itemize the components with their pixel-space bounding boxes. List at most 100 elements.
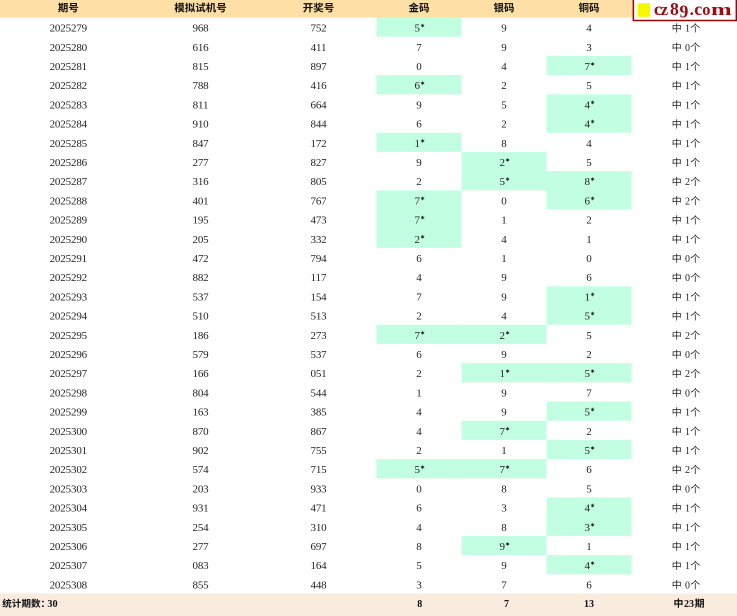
svg-text:4: 4 xyxy=(416,522,422,534)
svg-text:9: 9 xyxy=(501,387,507,399)
svg-text:8: 8 xyxy=(584,176,590,188)
svg-text:902: 902 xyxy=(192,445,208,457)
svg-text:6: 6 xyxy=(416,503,422,515)
svg-text:1: 1 xyxy=(499,368,505,380)
svg-text:910: 910 xyxy=(192,119,209,131)
svg-text:2025291: 2025291 xyxy=(50,253,87,265)
svg-text:7: 7 xyxy=(584,61,590,73)
svg-text:5: 5 xyxy=(584,368,590,380)
svg-text:3: 3 xyxy=(416,579,422,591)
svg-text:4: 4 xyxy=(416,426,422,438)
svg-text:6: 6 xyxy=(586,579,592,591)
svg-text:5: 5 xyxy=(584,407,590,419)
svg-text:4: 4 xyxy=(584,560,590,572)
svg-text:0: 0 xyxy=(586,253,592,265)
svg-text:1: 1 xyxy=(685,100,690,111)
svg-text:2: 2 xyxy=(586,215,592,227)
svg-text:416: 416 xyxy=(310,80,327,92)
svg-text:867: 867 xyxy=(310,426,327,438)
svg-text:2: 2 xyxy=(685,177,690,188)
svg-text:186: 186 xyxy=(192,330,209,342)
svg-text:0: 0 xyxy=(685,273,690,284)
svg-text:4: 4 xyxy=(586,138,592,150)
svg-text:2: 2 xyxy=(416,311,422,323)
svg-text:0: 0 xyxy=(416,483,422,495)
svg-text:401: 401 xyxy=(192,195,208,207)
svg-text:2025292: 2025292 xyxy=(50,272,87,284)
svg-text:2025280: 2025280 xyxy=(50,42,88,54)
svg-text:7: 7 xyxy=(586,387,592,399)
svg-text:6: 6 xyxy=(586,464,592,476)
svg-text:277: 277 xyxy=(192,541,209,553)
svg-text:1: 1 xyxy=(685,139,690,150)
svg-text:2: 2 xyxy=(416,368,422,380)
svg-text:2025286: 2025286 xyxy=(50,157,88,169)
svg-text:1: 1 xyxy=(685,446,690,457)
svg-text:0: 0 xyxy=(685,254,690,265)
svg-text:203: 203 xyxy=(192,483,209,495)
svg-text:2: 2 xyxy=(416,445,422,457)
svg-text:544: 544 xyxy=(310,387,327,399)
svg-text:411: 411 xyxy=(311,42,327,54)
svg-text:1: 1 xyxy=(685,158,690,169)
svg-text:811: 811 xyxy=(193,99,209,111)
svg-text:510: 510 xyxy=(192,311,209,323)
svg-text:804: 804 xyxy=(192,387,209,399)
svg-text:4: 4 xyxy=(584,119,590,131)
svg-text:0: 0 xyxy=(685,350,690,361)
svg-text:083: 083 xyxy=(192,560,209,572)
svg-text:m: m xyxy=(711,0,732,19)
svg-text:0: 0 xyxy=(685,484,690,495)
svg-text:8: 8 xyxy=(501,483,507,495)
svg-text:4: 4 xyxy=(501,311,507,323)
svg-text:8: 8 xyxy=(670,0,679,19)
svg-text:9: 9 xyxy=(501,560,507,572)
svg-text:870: 870 xyxy=(192,426,209,438)
svg-text:7: 7 xyxy=(416,291,422,303)
svg-text:0: 0 xyxy=(685,388,690,399)
svg-text:2025300: 2025300 xyxy=(50,426,88,438)
svg-text:2025302: 2025302 xyxy=(50,464,87,476)
svg-text:755: 755 xyxy=(310,445,327,457)
svg-text:1: 1 xyxy=(685,235,690,246)
svg-text:1: 1 xyxy=(685,62,690,73)
svg-text:6: 6 xyxy=(416,253,422,265)
svg-text:9: 9 xyxy=(499,541,505,553)
svg-text:1: 1 xyxy=(685,312,690,323)
svg-text:385: 385 xyxy=(310,407,327,419)
svg-text:844: 844 xyxy=(310,119,327,131)
svg-text:2: 2 xyxy=(501,80,507,92)
svg-text:c: c xyxy=(694,0,702,19)
svg-text:z: z xyxy=(661,0,668,19)
svg-text:2025306: 2025306 xyxy=(50,541,88,553)
svg-text:805: 805 xyxy=(310,176,327,188)
svg-text:8: 8 xyxy=(417,599,422,610)
svg-text:o: o xyxy=(702,0,710,19)
svg-text:2: 2 xyxy=(499,157,505,169)
svg-text:1: 1 xyxy=(685,120,690,131)
svg-text:1: 1 xyxy=(501,215,507,227)
svg-text:332: 332 xyxy=(310,234,326,246)
svg-text:195: 195 xyxy=(192,215,209,227)
svg-text:4: 4 xyxy=(584,503,590,515)
svg-text:664: 664 xyxy=(310,99,327,111)
svg-text:4: 4 xyxy=(501,61,507,73)
svg-text:2025305: 2025305 xyxy=(50,522,88,534)
svg-text:23: 23 xyxy=(684,599,694,610)
svg-text:1: 1 xyxy=(685,542,690,553)
svg-text:471: 471 xyxy=(310,503,326,515)
svg-text:2025308: 2025308 xyxy=(50,579,88,591)
svg-text:9: 9 xyxy=(501,291,507,303)
svg-text:6: 6 xyxy=(416,349,422,361)
svg-text:2025293: 2025293 xyxy=(50,291,88,303)
svg-text:847: 847 xyxy=(192,138,209,150)
svg-text:164: 164 xyxy=(310,560,327,572)
svg-text:4: 4 xyxy=(416,272,422,284)
svg-text:6: 6 xyxy=(584,195,590,207)
svg-text:3: 3 xyxy=(584,522,590,534)
svg-text:1: 1 xyxy=(685,523,690,534)
svg-text:4: 4 xyxy=(416,407,422,419)
svg-text:2025283: 2025283 xyxy=(50,99,88,111)
svg-text:2: 2 xyxy=(586,349,592,361)
svg-text:2: 2 xyxy=(499,330,505,342)
